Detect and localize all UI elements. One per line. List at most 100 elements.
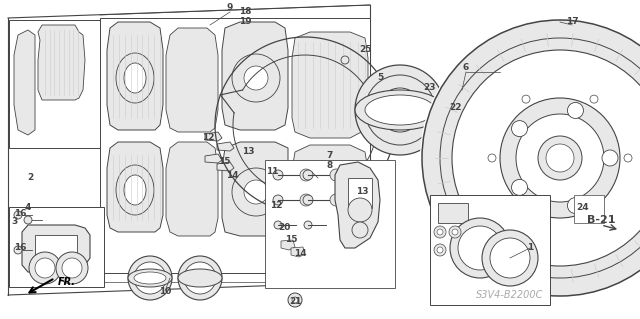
Polygon shape (291, 247, 305, 257)
Text: 16: 16 (13, 243, 26, 253)
Polygon shape (166, 28, 218, 132)
Circle shape (304, 221, 312, 229)
Text: 17: 17 (566, 18, 579, 26)
Circle shape (500, 98, 620, 218)
Bar (348, 178, 372, 208)
Text: 15: 15 (285, 235, 297, 244)
Ellipse shape (134, 272, 166, 284)
Circle shape (348, 198, 372, 222)
Ellipse shape (116, 53, 154, 103)
Ellipse shape (355, 90, 445, 130)
Circle shape (56, 252, 88, 284)
Circle shape (590, 213, 598, 221)
Circle shape (624, 154, 632, 162)
Circle shape (244, 180, 268, 204)
Text: 23: 23 (424, 84, 436, 93)
Bar (430, 195, 550, 305)
Circle shape (330, 194, 342, 206)
Text: 14: 14 (294, 249, 307, 257)
Circle shape (273, 195, 283, 205)
Circle shape (511, 121, 527, 137)
Circle shape (479, 103, 486, 110)
Polygon shape (217, 162, 234, 171)
Circle shape (584, 204, 594, 214)
Circle shape (437, 247, 443, 253)
Circle shape (440, 38, 640, 278)
Polygon shape (205, 132, 222, 141)
Text: 25: 25 (359, 46, 371, 55)
Text: 14: 14 (226, 170, 238, 180)
Text: 20: 20 (278, 224, 290, 233)
Polygon shape (222, 142, 288, 236)
Text: 13: 13 (356, 188, 368, 197)
Text: FR.: FR. (58, 277, 76, 287)
Circle shape (341, 56, 349, 64)
Circle shape (232, 168, 280, 216)
Circle shape (452, 229, 458, 235)
Circle shape (420, 18, 640, 298)
Circle shape (580, 200, 598, 218)
Text: 8: 8 (327, 160, 333, 169)
Text: 19: 19 (239, 18, 252, 26)
Circle shape (300, 194, 312, 206)
Circle shape (602, 150, 618, 166)
Bar (9, 207, 104, 287)
Polygon shape (335, 162, 380, 248)
Ellipse shape (128, 269, 172, 287)
Text: 2: 2 (27, 174, 33, 182)
Circle shape (490, 118, 497, 125)
Circle shape (422, 20, 640, 296)
Circle shape (178, 256, 222, 300)
Circle shape (468, 112, 488, 132)
Circle shape (538, 136, 582, 180)
Text: B-21: B-21 (587, 215, 615, 225)
Circle shape (461, 109, 468, 116)
Text: 11: 11 (266, 167, 278, 176)
Circle shape (546, 144, 574, 172)
Circle shape (330, 169, 342, 181)
Text: 10: 10 (159, 286, 171, 295)
Circle shape (244, 66, 268, 90)
Text: 5: 5 (377, 73, 383, 83)
Circle shape (437, 229, 443, 235)
Circle shape (452, 50, 640, 266)
Circle shape (303, 170, 313, 180)
Circle shape (522, 95, 530, 103)
Text: 15: 15 (218, 158, 230, 167)
Text: 12: 12 (269, 201, 282, 210)
Circle shape (490, 238, 530, 278)
Circle shape (511, 179, 527, 196)
Ellipse shape (124, 175, 146, 205)
Circle shape (365, 75, 435, 145)
Ellipse shape (365, 95, 435, 125)
Polygon shape (222, 22, 288, 130)
Bar (574, 195, 604, 223)
Circle shape (274, 221, 282, 229)
Text: 7: 7 (327, 151, 333, 160)
Polygon shape (107, 142, 163, 232)
Polygon shape (22, 225, 90, 272)
Circle shape (460, 110, 476, 126)
Circle shape (14, 246, 22, 254)
Circle shape (568, 102, 584, 118)
Circle shape (516, 114, 604, 202)
Circle shape (568, 197, 584, 213)
Circle shape (128, 256, 172, 300)
Text: 16: 16 (13, 209, 26, 218)
Circle shape (35, 258, 55, 278)
Ellipse shape (124, 63, 146, 93)
Polygon shape (107, 22, 163, 130)
Circle shape (458, 102, 498, 142)
Text: 6: 6 (463, 63, 469, 72)
Circle shape (184, 262, 216, 294)
Text: 9: 9 (227, 4, 233, 12)
Circle shape (458, 226, 502, 270)
Bar (100, 18, 370, 273)
Polygon shape (14, 30, 35, 135)
Circle shape (273, 170, 283, 180)
Ellipse shape (116, 165, 154, 215)
Circle shape (355, 65, 445, 155)
Text: 21: 21 (289, 296, 301, 306)
Circle shape (62, 258, 82, 278)
Circle shape (590, 95, 598, 103)
